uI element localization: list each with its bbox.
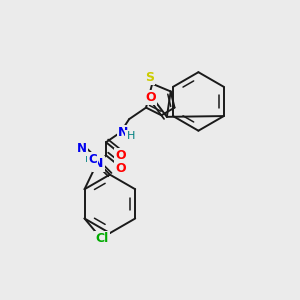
Text: O: O xyxy=(115,162,126,175)
Text: H: H xyxy=(127,131,135,141)
Text: C: C xyxy=(88,153,97,166)
Text: H: H xyxy=(85,154,93,164)
Text: S: S xyxy=(145,71,154,84)
Text: O: O xyxy=(115,149,126,162)
Text: N: N xyxy=(118,126,128,139)
Text: N: N xyxy=(77,142,87,155)
Text: O: O xyxy=(146,91,156,104)
Text: N: N xyxy=(93,157,104,170)
Text: Cl: Cl xyxy=(96,232,109,245)
